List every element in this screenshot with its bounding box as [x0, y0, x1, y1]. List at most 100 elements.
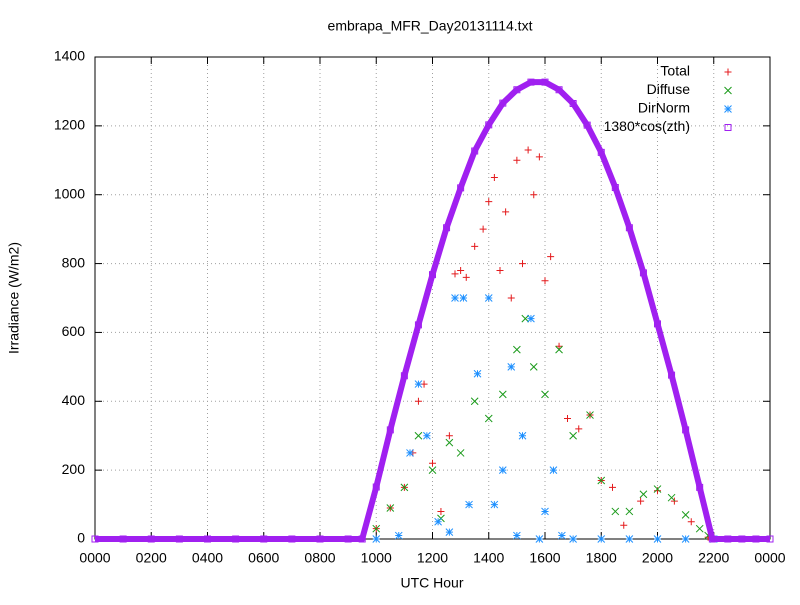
legend-marker [724, 86, 732, 95]
data-point [597, 535, 606, 543]
data-point [541, 78, 549, 86]
data-point [437, 507, 445, 515]
data-point [507, 294, 515, 302]
x-tick-label: 1800 [586, 550, 617, 566]
data-point [611, 507, 620, 516]
data-point [445, 438, 454, 447]
data-point [696, 483, 704, 491]
data-point [527, 314, 535, 323]
x-tick-label: 0600 [248, 550, 279, 566]
data-point [597, 148, 605, 156]
data-point [91, 535, 99, 543]
data-point [473, 369, 482, 378]
data-point [471, 147, 479, 155]
data-point [394, 531, 403, 540]
data-point [498, 466, 507, 474]
data-point [414, 397, 422, 405]
x-tick-label: 2000 [642, 550, 673, 566]
data-point [637, 497, 645, 505]
x-axis-label: UTC Hour [400, 575, 463, 591]
data-point [639, 490, 648, 499]
data-point [527, 78, 535, 86]
data-point [498, 390, 507, 399]
data-point [513, 156, 521, 164]
legend-label: DirNorm [638, 100, 690, 116]
x-tick-label: 2200 [698, 550, 729, 566]
data-point [358, 535, 366, 543]
data-point [529, 363, 538, 371]
data-point [667, 493, 676, 502]
data-point [423, 431, 431, 440]
data-point [653, 485, 662, 493]
data-point [386, 504, 395, 512]
data-point [541, 277, 549, 285]
x-tick-label: 1000 [361, 550, 392, 566]
data-point [316, 535, 324, 543]
data-point [484, 294, 493, 302]
data-point [465, 500, 473, 509]
data-point [344, 535, 352, 543]
data-point [496, 266, 504, 274]
data-point [484, 414, 493, 423]
data-point [687, 518, 695, 526]
data-point [485, 198, 493, 206]
data-point [451, 294, 459, 302]
data-point [521, 314, 530, 323]
data-point [147, 535, 155, 543]
legend-label: Diffuse [647, 81, 691, 97]
x-tick-label: 1600 [529, 550, 560, 566]
y-tick-label: 800 [62, 254, 86, 270]
data-point [462, 273, 470, 281]
data-point [499, 99, 507, 107]
data-point [445, 528, 454, 536]
data-point [668, 371, 676, 379]
chart-title: embrapa_MFR_Day20131114.txt [328, 18, 533, 34]
data-point [471, 242, 479, 250]
data-point [738, 535, 746, 543]
data-point [513, 531, 521, 540]
data-point [470, 397, 479, 406]
data-point [175, 535, 183, 543]
y-tick-label: 400 [62, 392, 86, 408]
data-point [513, 345, 521, 354]
data-point [524, 146, 532, 154]
y-tick-label: 1400 [54, 48, 85, 64]
data-point [414, 380, 423, 388]
data-point [766, 535, 774, 543]
data-point [569, 99, 577, 107]
data-point [372, 483, 380, 491]
x-tick-label: 1200 [417, 550, 448, 566]
data-point [541, 507, 549, 516]
data-point [490, 500, 499, 509]
data-point [232, 535, 240, 543]
legend-marker [724, 68, 732, 76]
y-tick-label: 0 [77, 530, 85, 546]
data-point [429, 459, 436, 467]
data-point [682, 426, 690, 434]
data-point [597, 476, 606, 485]
data-point [549, 466, 558, 474]
data-point [555, 86, 563, 94]
data-point [653, 535, 662, 543]
data-point [518, 431, 527, 440]
data-point [459, 294, 468, 302]
data-point [456, 449, 465, 457]
y-tick-label: 600 [62, 323, 86, 339]
x-tick-label: 0800 [304, 550, 335, 566]
data-point [400, 483, 409, 492]
data-point [681, 535, 690, 543]
data-point [372, 535, 381, 543]
data-point [457, 266, 465, 274]
data-point [485, 121, 493, 129]
data-point [490, 174, 498, 181]
data-point [625, 224, 633, 232]
y-tick-label: 1000 [54, 185, 85, 201]
data-point [443, 224, 451, 232]
data-point [575, 425, 583, 433]
x-tick-label: 0000 [79, 550, 110, 566]
data-point [204, 535, 211, 543]
x-tick-label: 1400 [473, 550, 504, 566]
data-point [414, 431, 423, 440]
data-point [583, 121, 591, 129]
